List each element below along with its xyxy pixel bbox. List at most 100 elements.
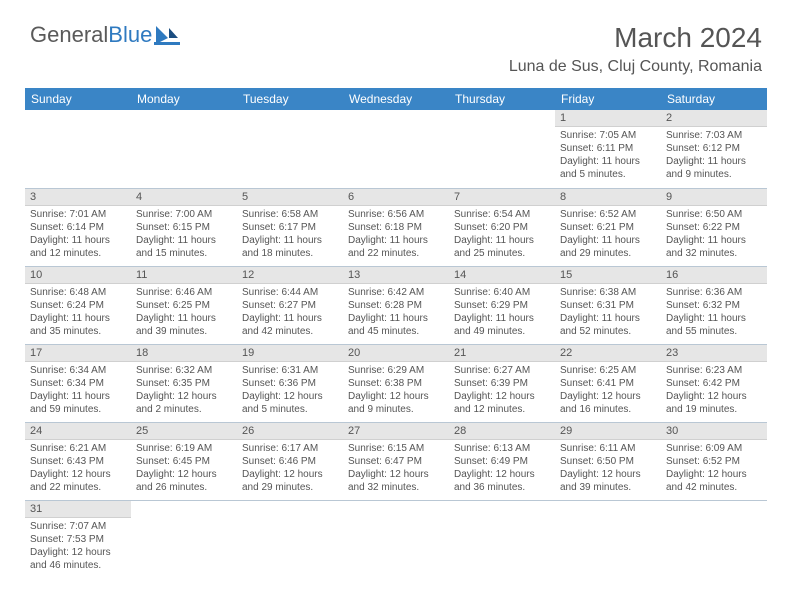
calendar-cell: 19Sunrise: 6:31 AMSunset: 6:36 PMDayligh… (237, 344, 343, 422)
location: Luna de Sus, Cluj County, Romania (509, 58, 762, 76)
day-details: Sunrise: 6:48 AMSunset: 6:24 PMDaylight:… (25, 284, 131, 342)
day-details: Sunrise: 6:32 AMSunset: 6:35 PMDaylight:… (131, 362, 237, 420)
day-number: 26 (237, 423, 343, 440)
calendar-cell: 5Sunrise: 6:58 AMSunset: 6:17 PMDaylight… (237, 188, 343, 266)
logo-sail-icon (154, 24, 180, 46)
month-title: March 2024 (509, 22, 762, 54)
calendar-week-row: 31Sunrise: 7:07 AMSunset: 7:53 PMDayligh… (25, 500, 767, 578)
day-number: 6 (343, 189, 449, 206)
weekday-header: Sunday (25, 88, 131, 110)
day-number: 16 (661, 267, 767, 284)
calendar-cell: 15Sunrise: 6:38 AMSunset: 6:31 PMDayligh… (555, 266, 661, 344)
calendar-cell: 6Sunrise: 6:56 AMSunset: 6:18 PMDaylight… (343, 188, 449, 266)
day-details: Sunrise: 6:40 AMSunset: 6:29 PMDaylight:… (449, 284, 555, 342)
day-details: Sunrise: 6:44 AMSunset: 6:27 PMDaylight:… (237, 284, 343, 342)
day-details: Sunrise: 7:01 AMSunset: 6:14 PMDaylight:… (25, 206, 131, 264)
day-number: 3 (25, 189, 131, 206)
calendar-cell: 31Sunrise: 7:07 AMSunset: 7:53 PMDayligh… (25, 500, 131, 578)
calendar-cell (131, 110, 237, 188)
weekday-header: Thursday (449, 88, 555, 110)
calendar-week-row: 1Sunrise: 7:05 AMSunset: 6:11 PMDaylight… (25, 110, 767, 188)
calendar-week-row: 10Sunrise: 6:48 AMSunset: 6:24 PMDayligh… (25, 266, 767, 344)
calendar-cell: 21Sunrise: 6:27 AMSunset: 6:39 PMDayligh… (449, 344, 555, 422)
day-details: Sunrise: 6:23 AMSunset: 6:42 PMDaylight:… (661, 362, 767, 420)
calendar-week-row: 24Sunrise: 6:21 AMSunset: 6:43 PMDayligh… (25, 422, 767, 500)
weekday-header-row: Sunday Monday Tuesday Wednesday Thursday… (25, 88, 767, 110)
calendar-cell: 25Sunrise: 6:19 AMSunset: 6:45 PMDayligh… (131, 422, 237, 500)
day-number: 12 (237, 267, 343, 284)
day-number: 21 (449, 345, 555, 362)
calendar-cell (449, 110, 555, 188)
day-details: Sunrise: 7:07 AMSunset: 7:53 PMDaylight:… (25, 518, 131, 576)
calendar-cell: 18Sunrise: 6:32 AMSunset: 6:35 PMDayligh… (131, 344, 237, 422)
day-number: 9 (661, 189, 767, 206)
day-number: 31 (25, 501, 131, 518)
day-number: 14 (449, 267, 555, 284)
calendar-cell: 26Sunrise: 6:17 AMSunset: 6:46 PMDayligh… (237, 422, 343, 500)
day-details: Sunrise: 6:46 AMSunset: 6:25 PMDaylight:… (131, 284, 237, 342)
calendar-cell: 4Sunrise: 7:00 AMSunset: 6:15 PMDaylight… (131, 188, 237, 266)
day-number: 22 (555, 345, 661, 362)
day-details: Sunrise: 6:11 AMSunset: 6:50 PMDaylight:… (555, 440, 661, 498)
calendar-cell: 20Sunrise: 6:29 AMSunset: 6:38 PMDayligh… (343, 344, 449, 422)
day-number: 7 (449, 189, 555, 206)
calendar-cell (25, 110, 131, 188)
weekday-header: Tuesday (237, 88, 343, 110)
day-details: Sunrise: 6:19 AMSunset: 6:45 PMDaylight:… (131, 440, 237, 498)
calendar-cell: 16Sunrise: 6:36 AMSunset: 6:32 PMDayligh… (661, 266, 767, 344)
calendar-cell: 22Sunrise: 6:25 AMSunset: 6:41 PMDayligh… (555, 344, 661, 422)
day-details: Sunrise: 6:54 AMSunset: 6:20 PMDaylight:… (449, 206, 555, 264)
day-details: Sunrise: 6:29 AMSunset: 6:38 PMDaylight:… (343, 362, 449, 420)
weekday-header: Friday (555, 88, 661, 110)
logo-text-1: General (30, 22, 108, 48)
weekday-header: Monday (131, 88, 237, 110)
day-number: 20 (343, 345, 449, 362)
day-number: 28 (449, 423, 555, 440)
calendar-cell: 17Sunrise: 6:34 AMSunset: 6:34 PMDayligh… (25, 344, 131, 422)
day-details: Sunrise: 6:58 AMSunset: 6:17 PMDaylight:… (237, 206, 343, 264)
day-number: 17 (25, 345, 131, 362)
calendar-cell: 14Sunrise: 6:40 AMSunset: 6:29 PMDayligh… (449, 266, 555, 344)
calendar-cell: 10Sunrise: 6:48 AMSunset: 6:24 PMDayligh… (25, 266, 131, 344)
day-details: Sunrise: 6:42 AMSunset: 6:28 PMDaylight:… (343, 284, 449, 342)
calendar-cell (555, 500, 661, 578)
day-number: 5 (237, 189, 343, 206)
calendar-cell: 28Sunrise: 6:13 AMSunset: 6:49 PMDayligh… (449, 422, 555, 500)
day-number: 1 (555, 110, 661, 127)
calendar-cell: 30Sunrise: 6:09 AMSunset: 6:52 PMDayligh… (661, 422, 767, 500)
day-number: 8 (555, 189, 661, 206)
logo-text-2: Blue (108, 22, 152, 48)
day-number: 29 (555, 423, 661, 440)
weekday-header: Saturday (661, 88, 767, 110)
day-details: Sunrise: 6:36 AMSunset: 6:32 PMDaylight:… (661, 284, 767, 342)
day-details: Sunrise: 6:56 AMSunset: 6:18 PMDaylight:… (343, 206, 449, 264)
calendar-cell (131, 500, 237, 578)
calendar-cell: 24Sunrise: 6:21 AMSunset: 6:43 PMDayligh… (25, 422, 131, 500)
day-details: Sunrise: 6:15 AMSunset: 6:47 PMDaylight:… (343, 440, 449, 498)
calendar-cell: 11Sunrise: 6:46 AMSunset: 6:25 PMDayligh… (131, 266, 237, 344)
day-number: 2 (661, 110, 767, 127)
calendar-cell: 3Sunrise: 7:01 AMSunset: 6:14 PMDaylight… (25, 188, 131, 266)
day-number: 24 (25, 423, 131, 440)
day-details: Sunrise: 6:50 AMSunset: 6:22 PMDaylight:… (661, 206, 767, 264)
calendar-cell (343, 110, 449, 188)
day-details: Sunrise: 6:25 AMSunset: 6:41 PMDaylight:… (555, 362, 661, 420)
calendar-table: Sunday Monday Tuesday Wednesday Thursday… (25, 88, 767, 578)
day-number: 30 (661, 423, 767, 440)
day-number: 25 (131, 423, 237, 440)
calendar-cell (237, 110, 343, 188)
day-number: 13 (343, 267, 449, 284)
day-details: Sunrise: 7:00 AMSunset: 6:15 PMDaylight:… (131, 206, 237, 264)
day-details: Sunrise: 6:09 AMSunset: 6:52 PMDaylight:… (661, 440, 767, 498)
day-number: 23 (661, 345, 767, 362)
day-number: 18 (131, 345, 237, 362)
calendar-cell: 2Sunrise: 7:03 AMSunset: 6:12 PMDaylight… (661, 110, 767, 188)
calendar-cell: 27Sunrise: 6:15 AMSunset: 6:47 PMDayligh… (343, 422, 449, 500)
calendar-cell (237, 500, 343, 578)
calendar-cell: 12Sunrise: 6:44 AMSunset: 6:27 PMDayligh… (237, 266, 343, 344)
day-number: 15 (555, 267, 661, 284)
day-number: 4 (131, 189, 237, 206)
calendar-week-row: 17Sunrise: 6:34 AMSunset: 6:34 PMDayligh… (25, 344, 767, 422)
calendar-cell: 1Sunrise: 7:05 AMSunset: 6:11 PMDaylight… (555, 110, 661, 188)
calendar-cell (661, 500, 767, 578)
